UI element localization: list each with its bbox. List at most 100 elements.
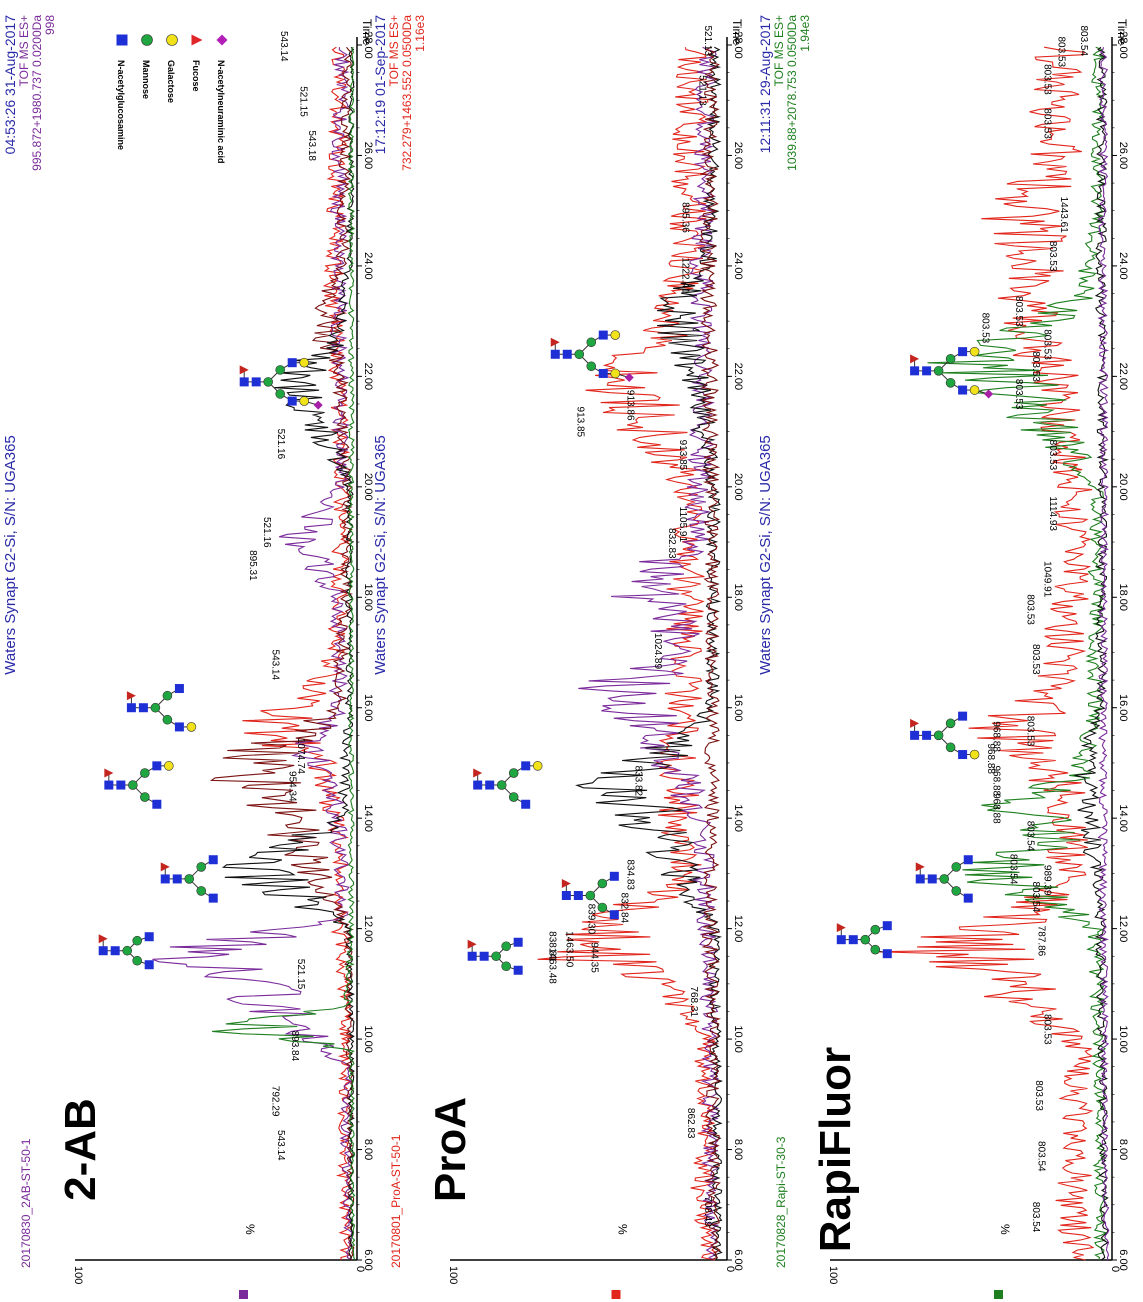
circle-glycan-symbol	[585, 890, 596, 901]
circle-glycan-symbol	[275, 365, 286, 375]
peak-label: 803.54	[1030, 1202, 1041, 1233]
square-glycan-symbol	[126, 703, 136, 713]
time-tick-label: 10.00	[732, 1025, 744, 1053]
time-tick-label: 8.00	[732, 1139, 744, 1160]
time-tick-label: 28.00	[362, 31, 374, 59]
chromatogram-panel-3: 6.00 8.00 10.00 12.00 14.00 16.00 18.00 20.00 22…	[757, 15, 1129, 1299]
glycan-structure-icon	[550, 330, 634, 382]
peak-label: 803.54	[1036, 1141, 1047, 1172]
square-glycan-symbol	[174, 684, 184, 694]
square-glycan-symbol	[958, 711, 968, 721]
time-tick-label: 14.00	[732, 804, 744, 832]
chromatogram-trace	[877, 46, 1095, 1261]
glycan-structure-icon	[910, 711, 980, 760]
circle-glycan-symbol	[196, 862, 207, 872]
peak-label: 803.53	[1013, 296, 1024, 327]
time-tick-label: 22.00	[362, 363, 374, 391]
time-tick-label: 24.00	[1117, 252, 1129, 280]
chromatogram-trace	[578, 46, 720, 1261]
circle-glycan-symbol	[933, 730, 944, 741]
circle-glycan-symbol	[532, 761, 543, 771]
circle-glycan-symbol	[969, 749, 980, 760]
peak-label: 968.88	[991, 765, 1002, 796]
intensity-tick-label: 0	[724, 1266, 736, 1272]
square-glycan-symbol	[609, 910, 619, 920]
time-axis-label: Time	[360, 19, 374, 46]
time-tick-label: 16.00	[732, 694, 744, 722]
file-name-label: 20170830_2AB-ST-50-1	[19, 1138, 33, 1268]
circle-glycan-symbol	[141, 34, 153, 46]
square-glycan-symbol	[882, 949, 892, 959]
square-glycan-symbol	[208, 855, 218, 865]
circle-glycan-symbol	[597, 878, 608, 889]
square-glycan-symbol	[927, 874, 937, 884]
peak-label: 954.34	[286, 771, 297, 802]
circle-glycan-symbol	[860, 934, 871, 945]
peak-label: 893.84	[289, 1031, 300, 1062]
time-tick-label: 10.00	[362, 1025, 374, 1053]
glycan-structure-icon	[561, 871, 619, 920]
square-glycan-symbol	[110, 946, 120, 956]
square-glycan-symbol	[922, 730, 932, 740]
panel-title: RapiFluor	[811, 1047, 860, 1252]
circle-glycan-symbol	[166, 34, 178, 46]
square-glycan-symbol	[116, 34, 128, 46]
peak-label: 708.49	[702, 1196, 713, 1227]
square-glycan-symbol	[473, 780, 483, 790]
peak-label: 521.13	[696, 75, 707, 106]
time-tick-label: 8.00	[362, 1139, 374, 1160]
circle-glycan-symbol	[945, 742, 956, 753]
time-tick-label: 28.00	[1117, 31, 1129, 59]
legend-label: Mannose	[141, 60, 151, 99]
square-glycan-symbol	[521, 761, 531, 771]
time-tick-label: 22.00	[732, 363, 744, 391]
peak-label: 832.83	[666, 528, 677, 559]
circle-glycan-symbol	[140, 768, 150, 778]
time-tick-label: 16.00	[1117, 694, 1129, 722]
triangle-glycan-symbol	[191, 34, 203, 46]
circle-glycan-symbol	[275, 389, 286, 399]
instrument-label: Waters Synapt G2-Si, S/N: UGA365	[2, 435, 19, 675]
circle-glycan-symbol	[164, 761, 174, 771]
square-glycan-symbol	[836, 935, 846, 945]
time-tick-label: 24.00	[362, 252, 374, 280]
square-glycan-symbol	[152, 799, 162, 809]
square-glycan-symbol	[485, 780, 495, 790]
peak-label: 1074.74	[295, 738, 306, 775]
square-glycan-symbol	[513, 937, 523, 947]
square-glycan-symbol	[963, 855, 973, 865]
time-tick-label: 22.00	[1117, 363, 1129, 391]
peak-label: 913.85	[574, 407, 585, 438]
peak-label: 543.14	[269, 650, 280, 681]
circle-glycan-symbol	[162, 690, 173, 701]
panel-title: ProA	[426, 1097, 475, 1202]
header-line: 1.94e3	[798, 15, 812, 52]
circle-glycan-symbol	[263, 377, 274, 387]
triangle-glycan-symbol	[910, 718, 920, 728]
circle-glycan-symbol	[610, 330, 621, 340]
intensity-axis-label: %	[998, 1224, 1012, 1235]
header-line: 998	[43, 15, 57, 35]
peak-label: 1114.93	[1047, 496, 1058, 531]
glycan-structure-icon	[473, 761, 543, 809]
series-color-marker	[611, 1290, 621, 1299]
square-glycan-symbol	[922, 366, 932, 376]
chromatogram-panel-2: 6.00 8.00 10.00 12.00 14.00 16.00 18.00 20.00 22…	[372, 15, 744, 1299]
square-glycan-symbol	[609, 871, 619, 881]
circle-glycan-symbol	[945, 718, 956, 729]
square-glycan-symbol	[915, 874, 925, 884]
peak-label: 803.53	[1041, 329, 1052, 360]
time-tick-label: 20.00	[362, 473, 374, 501]
peak-label: 838.81	[547, 931, 558, 962]
circle-glycan-symbol	[196, 886, 207, 896]
square-glycan-symbol	[910, 366, 920, 376]
glycan-structure-icon	[104, 761, 174, 809]
circle-glycan-symbol	[128, 780, 138, 790]
circle-glycan-symbol	[969, 346, 980, 357]
diamond-glycan-symbol	[313, 400, 323, 410]
glycan-structure-icon	[915, 855, 973, 903]
square-glycan-symbol	[550, 349, 560, 359]
peak-label: 803.53	[1047, 241, 1058, 272]
header-line: 12:11:31 29-Aug-2017	[757, 15, 773, 154]
